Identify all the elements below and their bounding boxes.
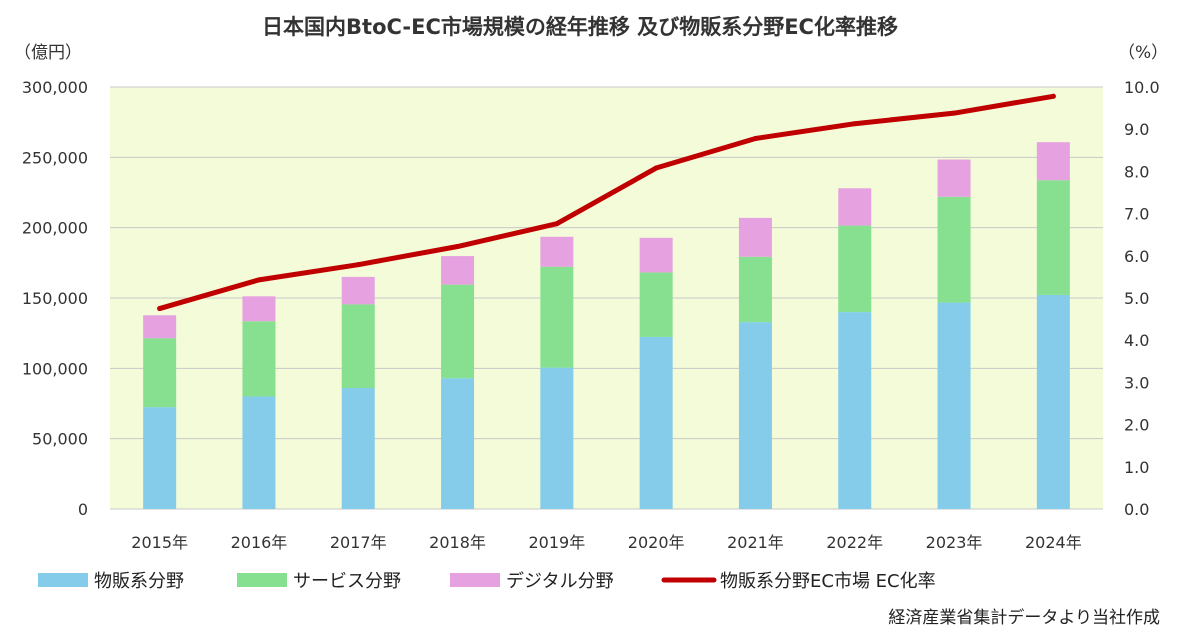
legend-swatch <box>38 573 88 587</box>
legend: 物販系分野 サービス分野 デジタル分野 物販系分野EC市場 EC化率 <box>38 571 936 592</box>
y-left-tick-label: 200,000 <box>22 219 88 238</box>
axes: 0 50,000 100,000 150,000 200,000 250,000 300,0… <box>22 78 1160 552</box>
ec-rate-point <box>852 121 858 127</box>
x-tick-label: 2015年 <box>131 533 188 552</box>
bar-digital <box>639 237 673 273</box>
y-right-tick-label: 3.0 <box>1124 373 1149 392</box>
bar-digital <box>143 315 177 339</box>
x-tick-label: 2020年 <box>628 533 685 552</box>
chart-title: 日本国内BtoC-EC市場規模の経年推移 及び物販系分野EC化率推移 <box>262 15 898 39</box>
bar-goods <box>441 378 475 509</box>
bar-goods <box>1036 294 1070 509</box>
bar-service <box>639 272 673 337</box>
bar-goods <box>341 388 375 509</box>
legend-label: サービス分野 <box>293 571 401 592</box>
y-right-tick-label: 0.0 <box>1124 500 1149 519</box>
bar-digital <box>242 296 276 322</box>
ec-rate-point <box>256 277 262 283</box>
legend-label: デジタル分野 <box>506 571 614 592</box>
legend-swatch <box>450 573 500 587</box>
x-tick-label: 2022年 <box>826 533 883 552</box>
ec-rate-point <box>752 135 758 141</box>
bar-digital <box>441 256 475 285</box>
bar-service <box>1036 180 1070 295</box>
x-tick-label: 2019年 <box>528 533 585 552</box>
grid-lines <box>110 86 1103 510</box>
y-left-tick-label: 0 <box>78 500 88 519</box>
right-axis-unit: （%） <box>1118 43 1168 63</box>
y-right-tick-label: 4.0 <box>1124 331 1149 350</box>
legend-label: 物販系分野EC市場 EC化率 <box>720 571 936 592</box>
bar-service <box>441 284 475 379</box>
y-right-tick-label: 6.0 <box>1124 247 1149 266</box>
y-left-tick-label: 300,000 <box>22 78 88 97</box>
x-tick-label: 2023年 <box>926 533 983 552</box>
ec-rate-point <box>554 221 560 227</box>
y-right-tick-label: 10.0 <box>1124 78 1160 97</box>
bar-service <box>937 196 971 303</box>
x-tick-label: 2017年 <box>330 533 387 552</box>
legend-swatch <box>237 573 287 587</box>
ec-rate-point <box>455 244 461 250</box>
ec-rate-point <box>157 306 163 312</box>
x-tick-label: 2018年 <box>429 533 486 552</box>
y-right-tick-label: 5.0 <box>1124 289 1149 308</box>
bar-service <box>242 321 276 397</box>
y-left-tick-label: 150,000 <box>22 289 88 308</box>
left-axis-unit: （億円） <box>14 43 82 63</box>
bar-goods <box>937 302 971 509</box>
bar-goods <box>143 407 177 509</box>
bar-service <box>738 256 772 323</box>
x-tick-label: 2021年 <box>727 533 784 552</box>
y-right-tick-label: 7.0 <box>1124 205 1149 224</box>
bar-goods <box>738 322 772 509</box>
bar-goods <box>838 312 872 509</box>
ec-rate-line <box>157 93 1056 312</box>
x-tick-label: 2024年 <box>1025 533 1082 552</box>
y-right-tick-label: 8.0 <box>1124 162 1149 181</box>
bar-goods <box>540 367 574 509</box>
y-left-tick-label: 250,000 <box>22 148 88 167</box>
ec-rate-point <box>653 165 659 171</box>
y-right-tick-label: 2.0 <box>1124 416 1149 435</box>
bar-service <box>341 304 375 389</box>
source-note: 経済産業省集計データより当社作成 <box>888 607 1160 628</box>
y-right-tick-label: 1.0 <box>1124 458 1149 477</box>
y-left-tick-label: 100,000 <box>22 359 88 378</box>
x-tick-label: 2016年 <box>231 533 288 552</box>
bar-digital <box>341 276 375 305</box>
y-right-tick-label: 9.0 <box>1124 120 1149 139</box>
ec-rate-point <box>355 262 361 268</box>
bar-goods <box>242 396 276 509</box>
bar-digital <box>738 217 772 257</box>
bar-digital <box>838 188 872 226</box>
bar-service <box>143 338 177 408</box>
bar-digital <box>937 159 971 197</box>
bar-goods <box>639 336 673 509</box>
bar-digital <box>540 236 574 267</box>
ec-rate-point <box>1050 93 1056 99</box>
legend-label: 物販系分野 <box>94 571 184 592</box>
ec-rate-point <box>951 110 957 116</box>
bars <box>143 142 1070 509</box>
bar-digital <box>1036 142 1070 181</box>
y-left-tick-label: 50,000 <box>32 430 88 449</box>
bar-service <box>540 266 574 368</box>
ec-rate-polyline <box>157 93 1056 312</box>
bar-service <box>838 225 872 313</box>
